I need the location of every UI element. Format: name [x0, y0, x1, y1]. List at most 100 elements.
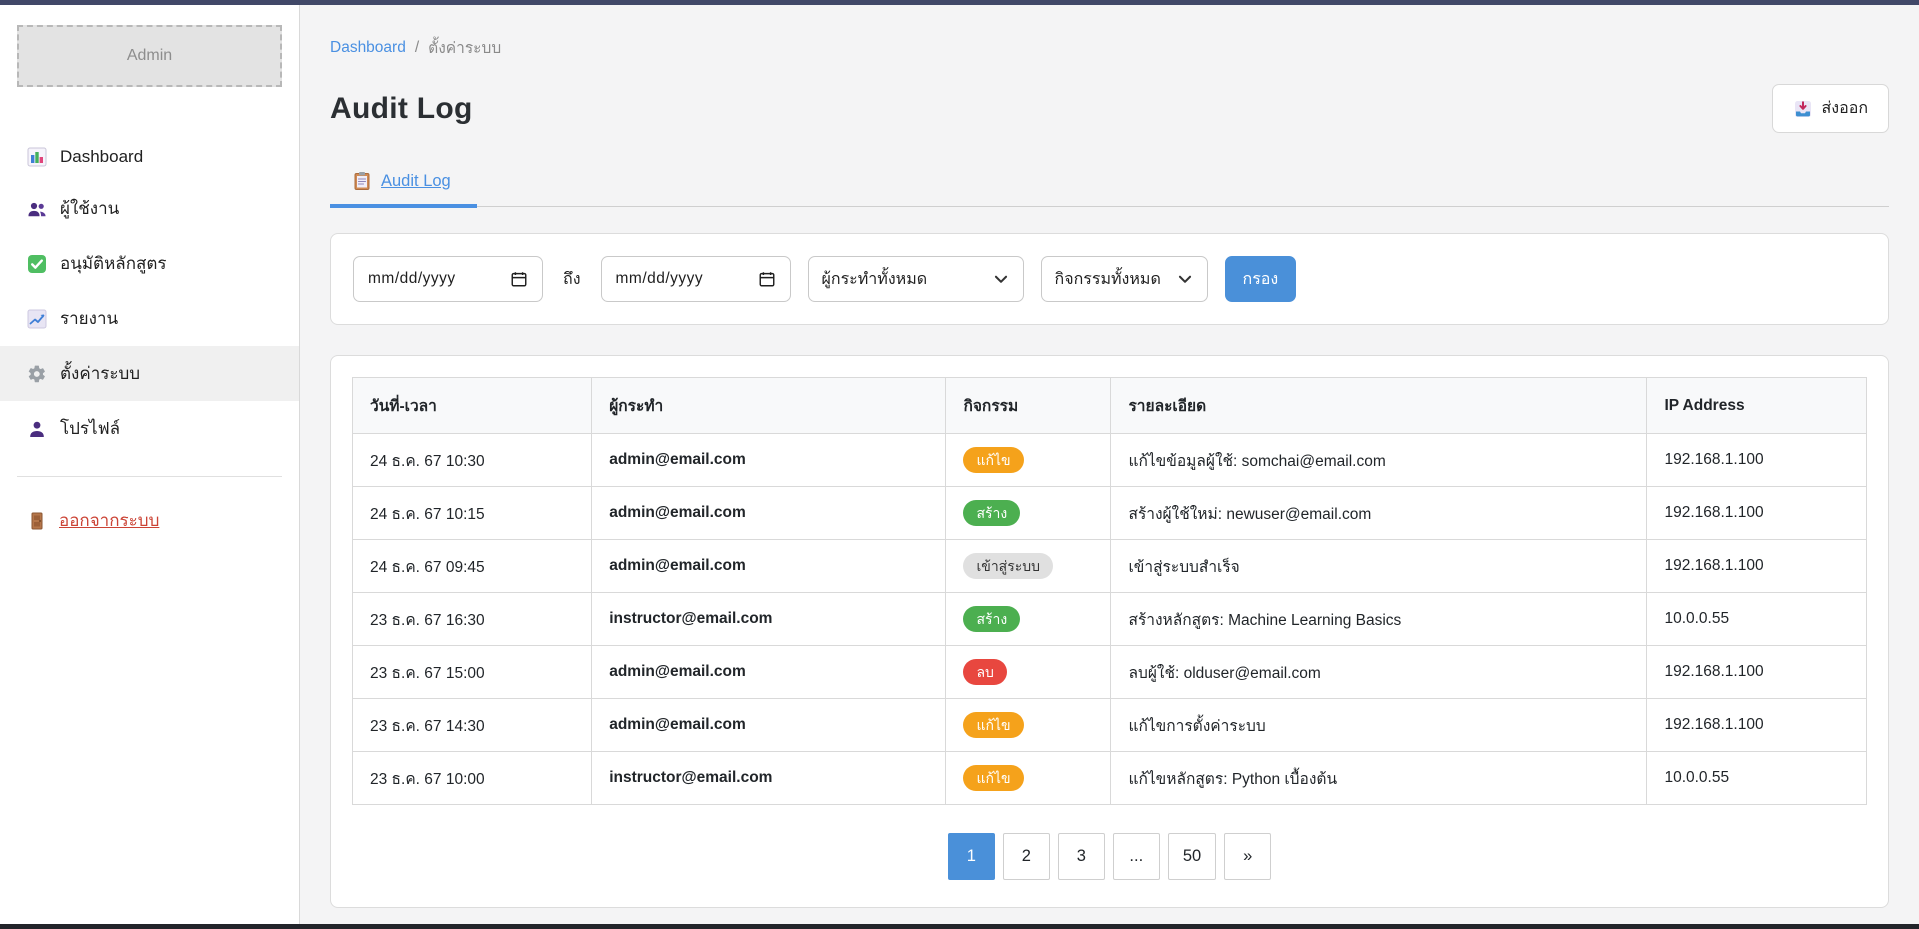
actor-filter-select[interactable]: ผู้กระทำทั้งหมด: [807, 256, 1024, 302]
cell-actor: instructor@email.com: [591, 751, 947, 805]
column-header: ผู้กระทำ: [591, 377, 947, 434]
date-to-input[interactable]: mm/dd/yyyy: [600, 256, 791, 302]
cell-datetime: 24 ธ.ค. 67 10:30: [351, 433, 593, 487]
breadcrumb-current: ตั้งค่าระบบ: [428, 40, 502, 57]
cell-actor: instructor@email.com: [591, 592, 947, 646]
table-row: 23 ธ.ค. 67 15:00 admin@email.com ลบ ลบผู…: [351, 645, 1867, 699]
cell-datetime: 24 ธ.ค. 67 09:45: [351, 539, 593, 593]
column-header: IP Address: [1646, 377, 1867, 434]
cell-ip: 192.168.1.100: [1646, 645, 1867, 699]
check-icon: [27, 254, 47, 274]
cell-details: ลบผู้ใช้: olduser@email.com: [1110, 645, 1648, 699]
cell-actor: admin@email.com: [591, 645, 947, 699]
table-body: 24 ธ.ค. 67 10:30 admin@email.com แก้ไข แ…: [351, 433, 1867, 805]
cell-details: แก้ไขข้อมูลผู้ใช้: somchai@email.com: [1110, 433, 1648, 487]
sidebar-item-label: อนุมัติหลักสูตร: [60, 254, 167, 273]
table-row: 24 ธ.ค. 67 10:30 admin@email.com แก้ไข แ…: [351, 433, 1867, 487]
page-title: Audit Log: [330, 91, 473, 125]
calendar-icon[interactable]: [758, 270, 776, 288]
sidebar-item-label: Dashboard: [60, 147, 144, 166]
cell-ip: 192.168.1.100: [1646, 433, 1867, 487]
sidebar-item-dashboard[interactable]: Dashboard: [0, 133, 299, 181]
sidebar-item-label: รายงาน: [60, 309, 119, 328]
table-row: 23 ธ.ค. 67 14:30 admin@email.com แก้ไข แ…: [351, 698, 1867, 752]
admin-logo-placeholder: Admin: [17, 25, 282, 87]
pagination-page-3[interactable]: 3: [1057, 833, 1105, 880]
pagination-page-50[interactable]: 50: [1167, 833, 1217, 880]
cell-datetime: 23 ธ.ค. 67 14:30: [351, 698, 593, 752]
sidebar-item-reports[interactable]: รายงาน: [0, 291, 299, 346]
action-badge: สร้าง: [963, 500, 1021, 526]
sidebar-item-logout[interactable]: ออกจากระบบ: [0, 497, 299, 544]
cell-ip: 10.0.0.55: [1646, 592, 1867, 646]
chevron-down-icon: [992, 270, 1010, 288]
action-badge: แก้ไข: [963, 447, 1024, 473]
action-badge: สร้าง: [963, 606, 1021, 632]
cell-actor: admin@email.com: [591, 433, 947, 487]
sidebar: Admin Dashboard ผู้ใช้งาน อนุมัติหลักสูต…: [0, 5, 300, 924]
export-tray-icon: [1793, 99, 1813, 119]
logout-label: ออกจากระบบ: [59, 511, 160, 530]
chevron-down-icon: [1176, 270, 1194, 288]
pagination-ellipsis[interactable]: ...: [1112, 833, 1160, 880]
pagination-page-2[interactable]: 2: [1002, 833, 1050, 880]
column-header: วันที่-เวลา: [351, 377, 593, 434]
cell-datetime: 23 ธ.ค. 67 15:00: [351, 645, 593, 699]
action-badge: แก้ไข: [963, 712, 1024, 738]
export-button[interactable]: ส่งออก: [1771, 84, 1889, 133]
table-row: 24 ธ.ค. 67 10:15 admin@email.com สร้าง ส…: [351, 486, 1867, 540]
cell-details: เข้าสู่ระบบสำเร็จ: [1110, 539, 1648, 593]
window-bottom-edge: [0, 924, 1919, 929]
column-header: รายละเอียด: [1110, 377, 1648, 434]
breadcrumb-dashboard-link[interactable]: Dashboard: [330, 38, 406, 56]
admin-logo-text: Admin: [126, 47, 173, 64]
pagination: 1 2 3... 50»: [352, 833, 1867, 880]
date-from-input[interactable]: mm/dd/yyyy: [353, 256, 543, 302]
actor-filter-value: ผู้กระทำทั้งหมด: [821, 270, 928, 288]
activity-filter-select[interactable]: กิจกรรมทั้งหมด: [1040, 256, 1208, 302]
tab-audit-log-label: Audit Log: [381, 171, 451, 190]
cell-action: เข้าสู่ระบบ: [945, 539, 1112, 593]
calendar-icon[interactable]: [510, 270, 528, 288]
cell-datetime: 24 ธ.ค. 67 10:15: [351, 486, 593, 540]
window-top-edge: [0, 0, 1919, 5]
cell-details: แก้ไขหลักสูตร: Python เบื้องต้น: [1110, 751, 1648, 805]
sidebar-item-profile[interactable]: โปรไฟล์: [0, 401, 299, 456]
sidebar-item-settings[interactable]: ตั้งค่าระบบ: [0, 346, 299, 401]
date-from-placeholder: mm/dd/yyyy: [368, 270, 456, 287]
trend-chart-icon: [27, 309, 47, 329]
date-to-placeholder: mm/dd/yyyy: [615, 270, 704, 287]
cell-details: สร้างผู้ใช้ใหม่: newuser@email.com: [1110, 486, 1648, 540]
export-button-label: ส่งออก: [1821, 100, 1868, 117]
action-badge: แก้ไข: [963, 765, 1024, 791]
main-content: Dashboard / ตั้งค่าระบบ Audit Log ส่งออก…: [300, 5, 1919, 924]
cell-ip: 192.168.1.100: [1646, 486, 1867, 540]
tab-audit-log[interactable]: Audit Log: [330, 171, 477, 208]
cell-ip: 10.0.0.55: [1646, 751, 1867, 805]
cell-ip: 192.168.1.100: [1646, 539, 1867, 593]
table-row: 23 ธ.ค. 67 10:00 instructor@email.com แก…: [351, 751, 1867, 805]
cell-actor: admin@email.com: [591, 486, 947, 540]
activity-filter-value: กิจกรรมทั้งหมด: [1054, 270, 1161, 288]
table-row: 24 ธ.ค. 67 09:45 admin@email.com เข้าสู่…: [351, 539, 1867, 593]
cell-action: แก้ไข: [945, 433, 1112, 487]
cell-datetime: 23 ธ.ค. 67 16:30: [351, 592, 593, 646]
breadcrumb-separator: /: [414, 38, 420, 56]
sidebar-item-approve-courses[interactable]: อนุมัติหลักสูตร: [0, 236, 299, 291]
filter-button[interactable]: กรอง: [1224, 256, 1297, 302]
cell-ip: 192.168.1.100: [1646, 698, 1867, 752]
sidebar-menu: Dashboard ผู้ใช้งาน อนุมัติหลักสูตร รายง…: [0, 133, 299, 456]
cell-action: แก้ไข: [945, 698, 1112, 752]
column-header: กิจกรรม: [945, 377, 1112, 434]
pagination-next-button[interactable]: »: [1224, 833, 1272, 880]
action-badge: ลบ: [963, 659, 1007, 685]
gear-icon: [27, 364, 47, 384]
pagination-page-1[interactable]: 1: [947, 833, 995, 880]
person-icon: [27, 419, 47, 439]
breadcrumb: Dashboard / ตั้งค่าระบบ: [330, 35, 1889, 60]
users-icon: [27, 199, 47, 219]
sidebar-item-users[interactable]: ผู้ใช้งาน: [0, 181, 299, 236]
bar-chart-icon: [27, 147, 47, 167]
audit-log-table: วันที่-เวลา ผู้กระทำ กิจกรรม รายละเอียด IP A…: [351, 377, 1867, 805]
date-range-to-label: ถึง: [563, 270, 581, 288]
